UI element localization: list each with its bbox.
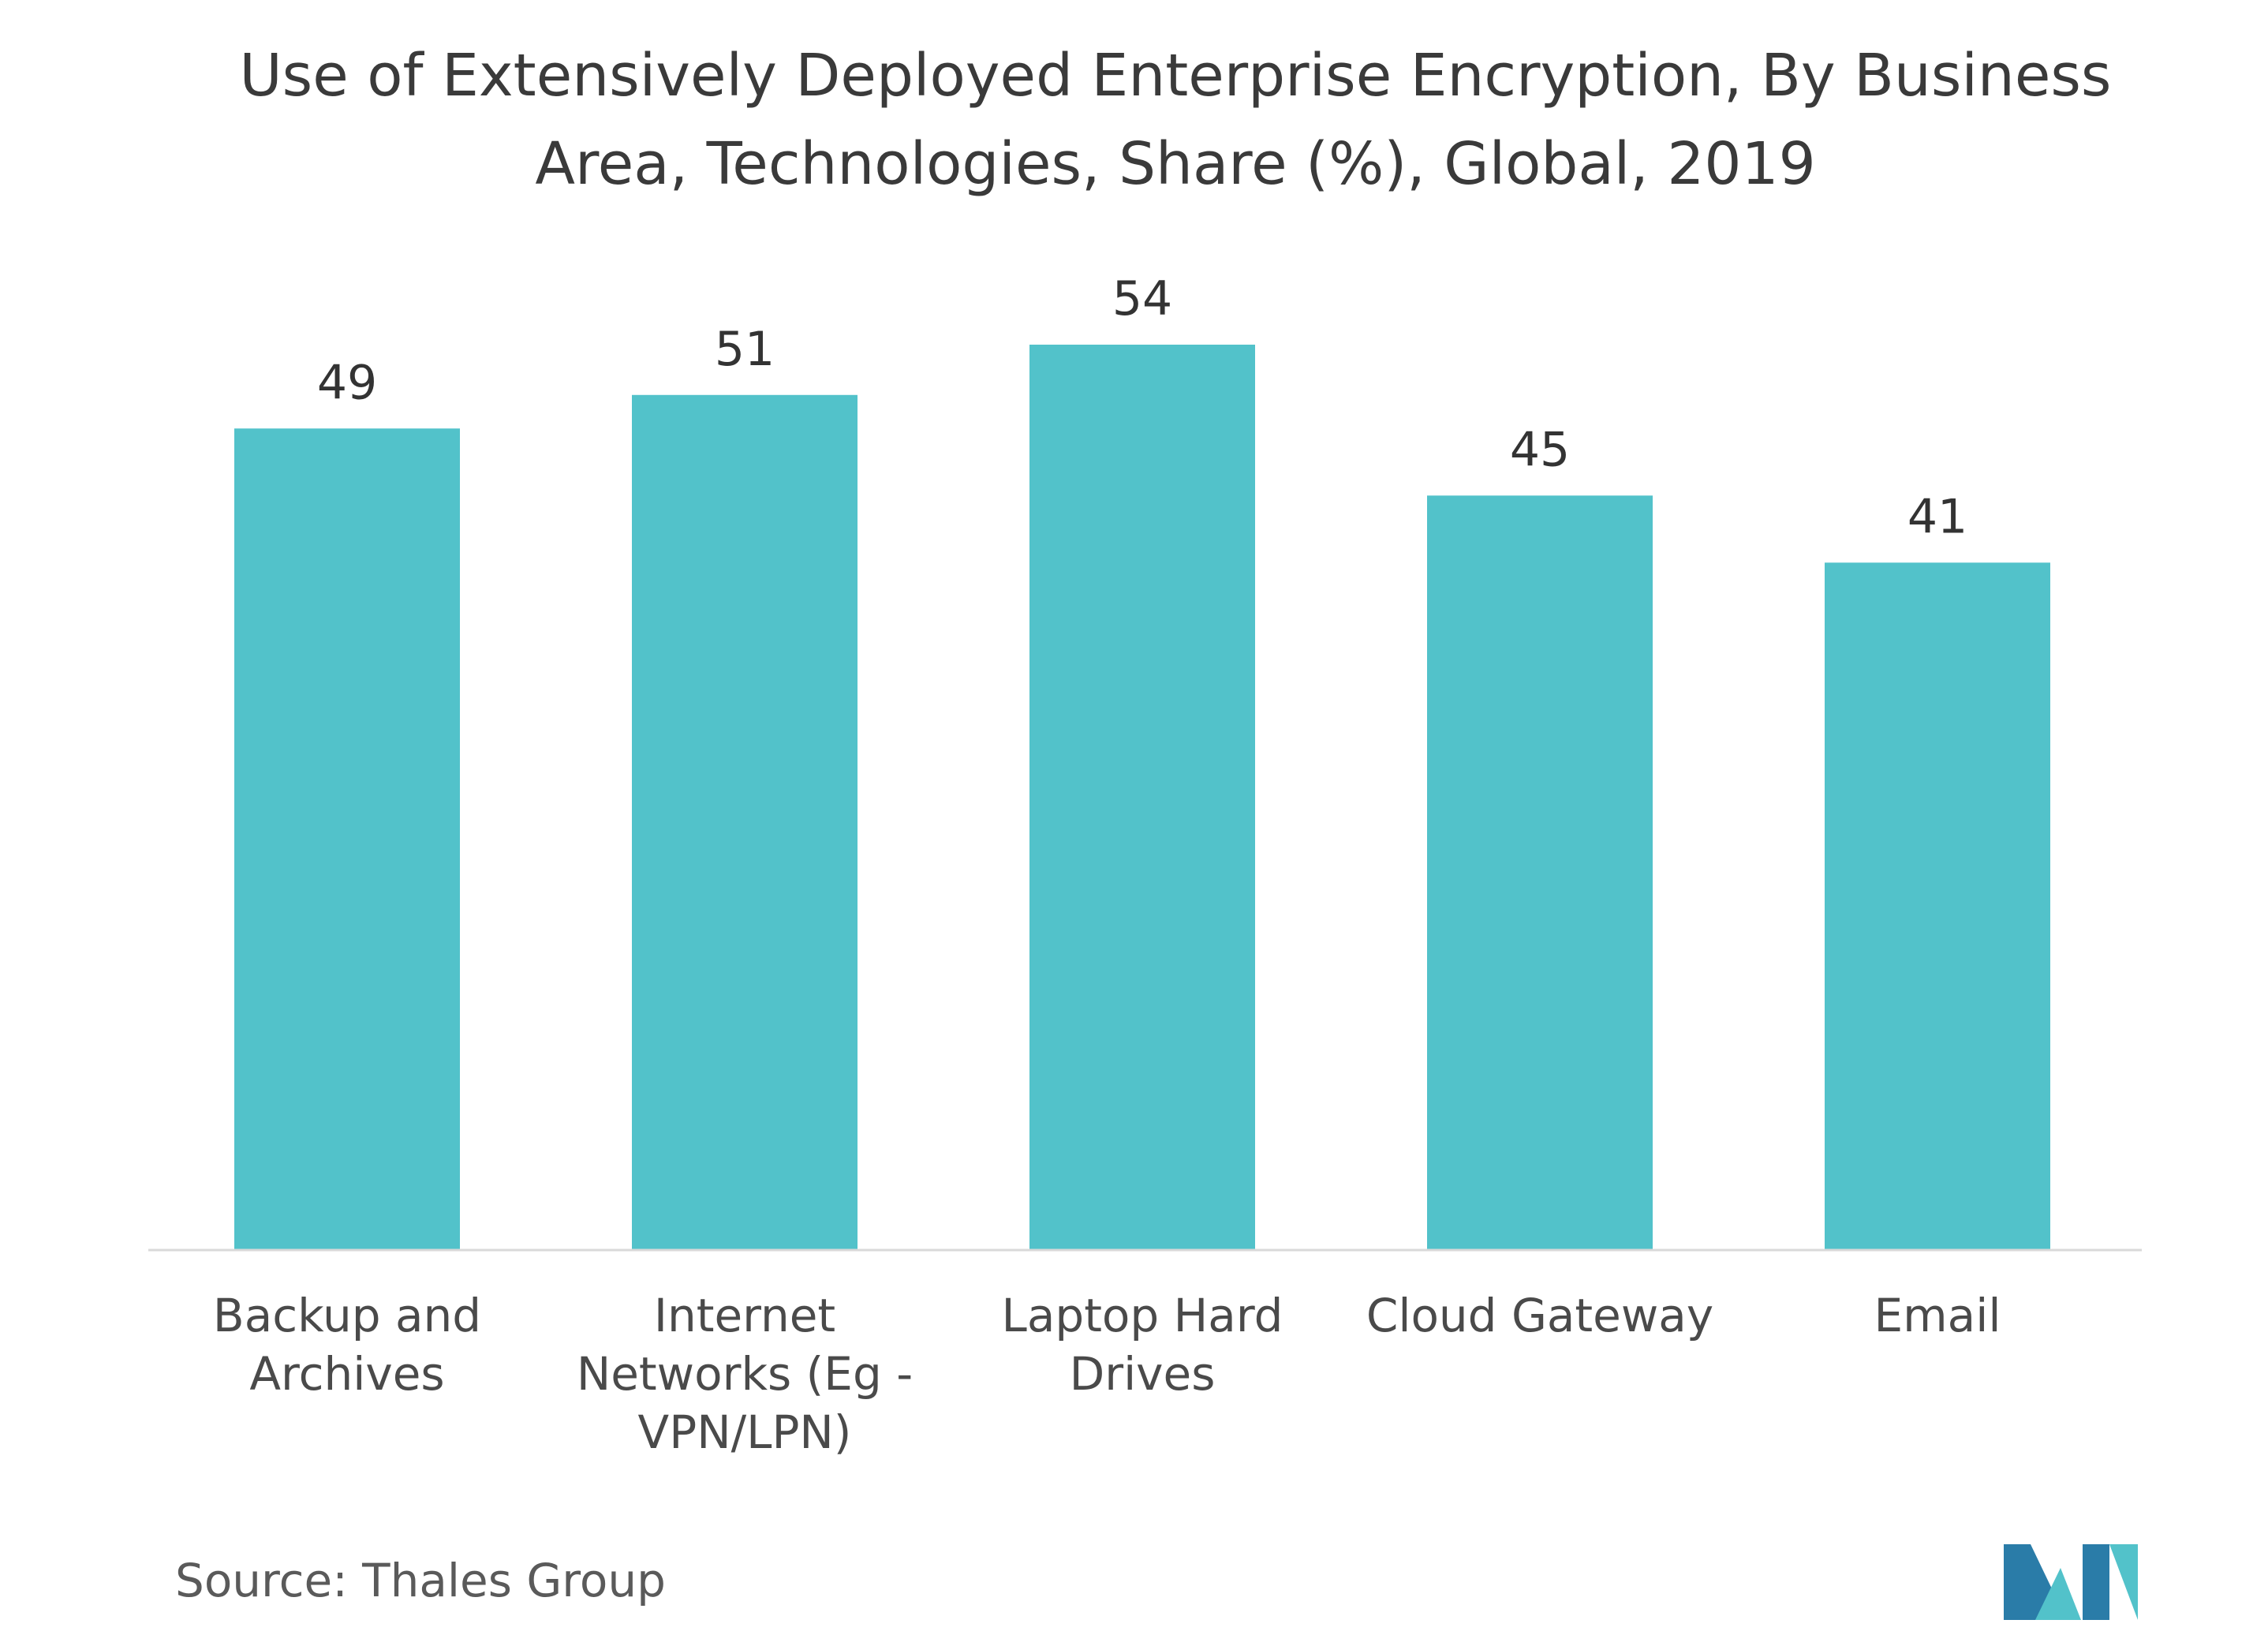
category-label-1-line-0: Internet xyxy=(654,1289,835,1342)
bar-0 xyxy=(234,428,460,1250)
bar-4 xyxy=(1825,562,2050,1250)
category-label-1-line-2: VPN/LPN) xyxy=(638,1405,852,1459)
data-label-3: 45 xyxy=(1510,422,1570,477)
chart-title-line-2: Area, Technologies, Share (%), Global, 2… xyxy=(535,130,1816,198)
category-label-0-line-1: Archives xyxy=(249,1347,444,1401)
data-label-4: 41 xyxy=(1907,489,1967,544)
chart-title: Use of Extensively Deployed Enterprise E… xyxy=(110,32,2240,208)
category-label-2-line-1: Drives xyxy=(1070,1347,1216,1401)
bar-2 xyxy=(1029,345,1255,1250)
category-label-4-line-0: Email xyxy=(1874,1289,2001,1342)
category-label-0-line-0: Backup and xyxy=(213,1289,481,1342)
company-logo xyxy=(2004,1544,2138,1620)
logo-shape-middle xyxy=(2035,1568,2081,1620)
category-label-3-line-0: Cloud Gateway xyxy=(1366,1289,1713,1342)
category-label-2-line-0: Laptop Hard xyxy=(1002,1289,1283,1342)
data-label-1: 51 xyxy=(715,322,775,377)
chart-title-line-1: Use of Extensively Deployed Enterprise E… xyxy=(239,42,2112,110)
logo-shape-accent xyxy=(2109,1544,2138,1620)
source-note: Source: Thales Group xyxy=(175,1554,666,1607)
bar-1 xyxy=(632,394,858,1250)
bar-3 xyxy=(1427,495,1653,1250)
category-label-1-line-1: Networks (Eg - xyxy=(577,1347,913,1401)
data-label-0: 49 xyxy=(317,355,377,410)
logo-shape-right xyxy=(2083,1544,2109,1620)
data-label-2: 54 xyxy=(1112,271,1172,327)
